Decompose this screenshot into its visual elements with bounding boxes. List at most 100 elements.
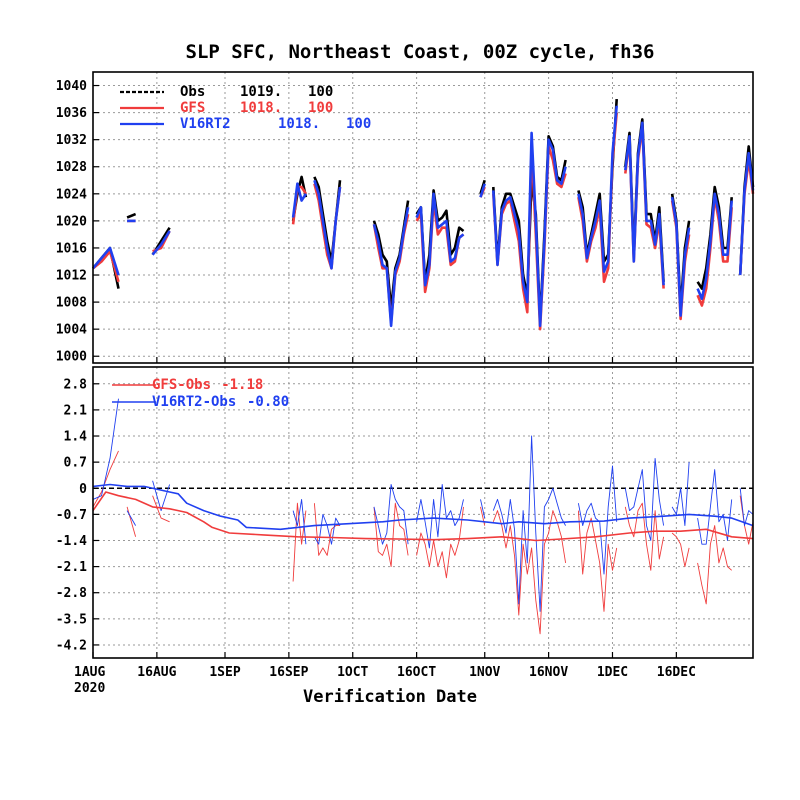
bias-series-v16rt2-obs-running-mean — [92, 483, 754, 531]
chart-title: SLP SFC, Northeast Coast, 00Z cycle, fh3… — [186, 41, 655, 63]
slp-legend-mean: 1019. — [240, 84, 282, 100]
slp-series-line — [372, 207, 410, 328]
bias-series-line — [577, 465, 618, 575]
slp-legend-count: 100 — [346, 116, 371, 132]
x-axis-label: Verification Date — [303, 687, 477, 707]
bias-y-ticks: -4.2 -3.5 -2.8 -2.1 -1.4 -0.7 0 0.7 1.4 2.1 2.8 — [56, 377, 677, 658]
bias-series-line — [373, 484, 409, 545]
slp-y-tick-label: 1000 — [56, 350, 87, 365]
x-tick-label: 1NOV — [469, 665, 500, 680]
slp-plot-frame — [92, 71, 754, 364]
bias-series-line — [697, 469, 733, 545]
slp-legend-mean: 1018. — [278, 116, 320, 132]
bias-series-line — [416, 506, 464, 579]
x-tick-label: 1DEC — [597, 665, 628, 680]
slp-legend-label: Obs — [180, 84, 205, 100]
slp-y-tick-label: 1004 — [56, 323, 87, 338]
slp-series-line — [696, 192, 733, 301]
x-tick-label: 16AUG — [137, 665, 176, 680]
slp-y-tick-label: 1028 — [56, 160, 87, 175]
slp-y-tick-label: 1008 — [56, 296, 87, 311]
slp-series-line — [738, 151, 755, 276]
bias-y-tick-label: -2.1 — [56, 560, 87, 575]
bias-series-line — [492, 435, 566, 612]
slp-series-line — [479, 183, 486, 198]
bias-series-line — [577, 510, 618, 612]
bias-series-line — [313, 503, 340, 556]
bias-series-line — [92, 491, 754, 542]
bias-series-line — [292, 498, 307, 545]
bias-y-tick-label: -4.2 — [56, 638, 87, 653]
bias-series-line — [152, 495, 170, 523]
bias-series-line — [480, 499, 486, 519]
bias-series-line — [126, 510, 136, 526]
slp-legend-mean: 1018. — [240, 100, 282, 116]
bias-series-gfs-obs-daily — [92, 450, 754, 635]
x-axis-ticks: 1AUG 16AUG 1SEP 16SEP 1OCT 16OCT 1NOV 16NOV 1DEC… — [74, 665, 696, 680]
bias-y-tick-label: 0 — [79, 482, 87, 497]
bias-y-tick-label: -3.5 — [56, 612, 87, 627]
x-tick-label: 16DEC — [657, 665, 696, 680]
bias-legend-label: GFS-Obs — [152, 377, 211, 393]
bias-series-line — [92, 450, 119, 508]
bias-series-gfs-obs-running-mean — [92, 491, 754, 542]
bias-panel: -4.2 -3.5 -2.8 -2.1 -1.4 -0.7 0 0.7 1.4 2.1 2.8 GF… — [56, 366, 754, 659]
bias-series-line — [92, 483, 754, 531]
bias-y-tick-label: -1.4 — [56, 534, 87, 549]
x-tick-label: 16SEP — [269, 665, 308, 680]
x-tick-label: 1SEP — [209, 665, 240, 680]
bias-legend-mean: -0.80 — [247, 394, 289, 410]
bias-series-line — [697, 525, 732, 605]
bias-y-tick-label: -0.7 — [56, 508, 87, 523]
slp-y-tick-label: 1036 — [56, 106, 87, 121]
bias-y-tick-label: -2.8 — [56, 586, 87, 601]
slp-series-line — [415, 192, 465, 287]
bias-y-tick-label: 0.7 — [64, 456, 87, 471]
slp-series-line — [696, 185, 733, 290]
slp-y-tick-label: 1024 — [56, 187, 87, 202]
bias-series-v16rt2-obs-daily — [92, 398, 754, 612]
bias-series-line — [671, 462, 690, 527]
bias-y-tick-label: 2.1 — [64, 403, 88, 418]
x-tick-label: 16OCT — [397, 665, 436, 680]
slp-y-tick-label: 1032 — [56, 133, 87, 148]
x-tick-label: 1OCT — [337, 665, 368, 680]
slp-series-line — [291, 182, 307, 218]
slp-y-tick-label: 1020 — [56, 214, 87, 229]
slp-series-line — [492, 131, 567, 328]
slp-legend-count: 100 — [308, 100, 333, 116]
slp-series-line — [577, 105, 618, 273]
slp-y-tick-label: 1040 — [56, 79, 87, 94]
x-tick-label: 1AUG — [74, 665, 105, 680]
slp-legend-label: GFS — [180, 100, 205, 116]
bias-legend-mean: -1.18 — [221, 377, 263, 393]
bias-series-line — [373, 502, 409, 568]
slp-series-line — [126, 212, 137, 219]
bias-plot-frame — [92, 366, 754, 659]
slp-series — [92, 99, 755, 331]
x-tick-label: 16NOV — [529, 665, 568, 680]
bias-series-line — [671, 532, 690, 568]
slp-series-line — [92, 246, 120, 276]
slp-y-tick-label: 1012 — [56, 269, 87, 284]
slp-y-ticks: 1000 1004 1008 1012 1016 1020 1024 1028 1032 1036… — [56, 79, 677, 365]
slp-series-v16rt2 — [92, 105, 755, 328]
bias-y-tick-label: 1.4 — [64, 430, 88, 445]
bias-series-line — [152, 480, 171, 512]
bias-series — [92, 398, 754, 635]
bias-y-tick-label: 2.8 — [64, 377, 88, 392]
bias-series-line — [92, 398, 119, 500]
slp-panel: 1000 1004 1008 1012 1016 1020 1024 1028 1032 1036… — [56, 71, 755, 365]
bias-legend-label: V16RT2-Obs — [152, 394, 236, 410]
slp-series-line — [624, 121, 665, 286]
bias-series-line — [492, 510, 567, 635]
slp-series-line — [151, 230, 171, 256]
bias-series-line — [624, 502, 665, 571]
x-axis-year: 2020 — [74, 681, 105, 696]
bias-series-line — [739, 488, 754, 527]
slp-series-line — [670, 196, 691, 317]
slp-y-tick-label: 1016 — [56, 241, 87, 256]
